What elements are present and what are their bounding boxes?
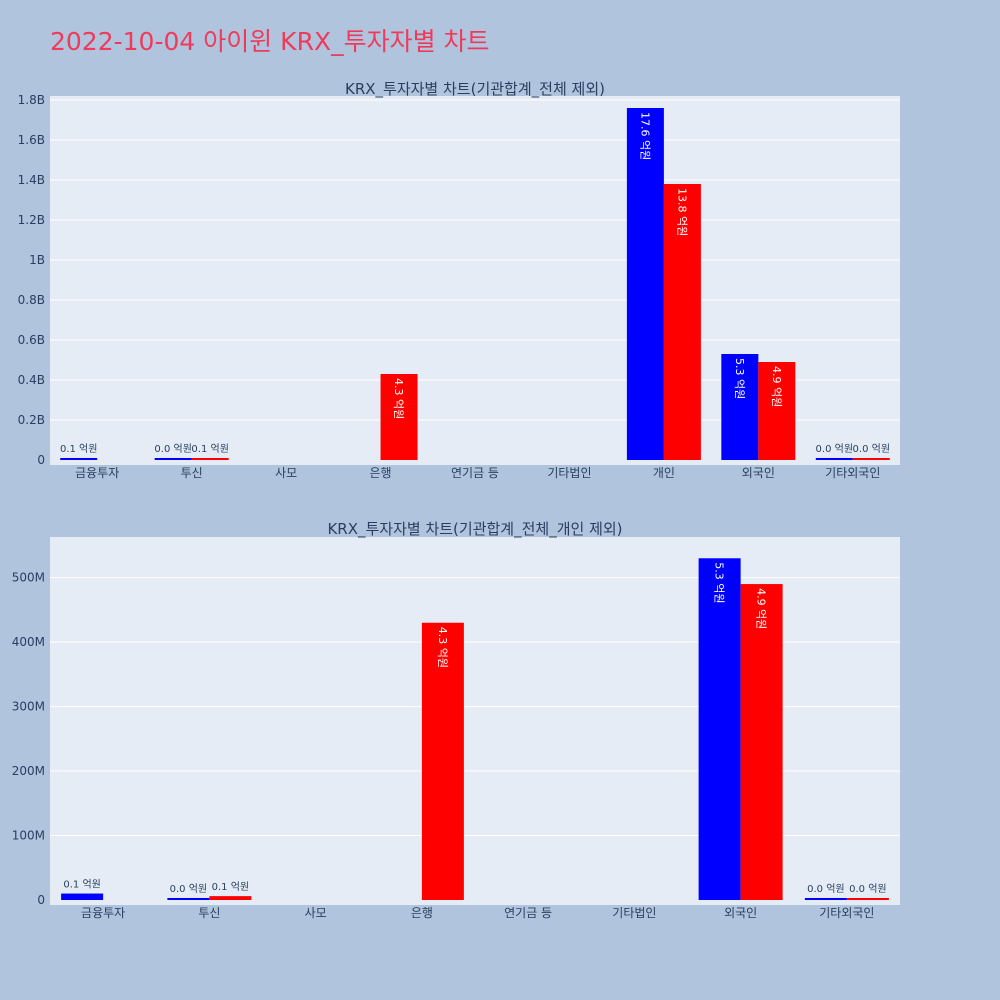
x-tick-label: 외국인 <box>742 466 775 480</box>
bar <box>61 893 104 900</box>
y-tick-label: 1.4B <box>18 173 45 187</box>
bar <box>698 558 741 900</box>
data-label: 13.8 억원 <box>675 188 688 236</box>
x-tick-label: 외국인 <box>724 906 757 920</box>
data-label: 0.1 억원 <box>60 443 97 455</box>
data-label: 4.9 억원 <box>770 366 783 407</box>
bar <box>209 896 252 900</box>
bar <box>846 898 889 900</box>
page-title: 2022-10-04 아이윈 KRX_투자자별 차트 <box>50 27 490 56</box>
y-tick-label: 0.2B <box>18 413 45 427</box>
data-label: 5.3 억원 <box>733 358 746 399</box>
data-label: 0.0 억원 <box>170 883 207 895</box>
x-tick-label: 연기금 등 <box>504 906 552 920</box>
x-tick-label: 사모 <box>275 466 297 480</box>
x-tick-label: 금융투자 <box>81 906 125 920</box>
data-label: 0.0 억원 <box>816 443 853 455</box>
chart-title-2: KRX_투자자별 차트(기관합계_전체_개인 제외) <box>327 520 622 539</box>
y-tick-label: 400M <box>12 635 45 649</box>
data-label: 0.1 억원 <box>212 881 249 893</box>
y-tick-label: 0.4B <box>18 373 45 387</box>
x-tick-label: 기타법인 <box>547 466 591 480</box>
bar <box>740 584 783 900</box>
data-label: 4.9 억원 <box>755 588 768 629</box>
bar <box>60 458 98 460</box>
data-label: 4.3 억원 <box>392 378 405 419</box>
bar <box>167 898 210 900</box>
data-label: 4.3 억원 <box>436 627 449 668</box>
bar <box>626 108 664 460</box>
y-tick-label: 1B <box>29 253 45 267</box>
data-label: 0.0 억원 <box>853 443 890 455</box>
y-tick-label: 1.8B <box>18 93 45 107</box>
y-tick-label: 0 <box>37 893 45 907</box>
bar <box>758 362 796 460</box>
y-tick-label: 1.2B <box>18 213 45 227</box>
x-tick-label: 금융투자 <box>75 466 119 480</box>
bar <box>721 354 759 460</box>
data-label: 0.0 억원 <box>849 883 886 895</box>
x-tick-label: 투신 <box>198 906 220 920</box>
x-tick-label: 사모 <box>305 906 327 920</box>
y-tick-label: 500M <box>12 571 45 585</box>
x-tick-label: 투신 <box>181 466 203 480</box>
bar <box>815 458 853 460</box>
bar <box>154 458 192 460</box>
y-tick-label: 0 <box>37 453 45 467</box>
y-tick-label: 1.6B <box>18 133 45 147</box>
data-label: 0.0 억원 <box>154 443 191 455</box>
data-label: 0.1 억원 <box>191 443 228 455</box>
bar <box>663 184 701 460</box>
x-tick-label: 은행 <box>370 465 392 480</box>
data-label: 17.6 억원 <box>638 112 651 160</box>
x-tick-label: 기타법인 <box>612 906 656 920</box>
bar <box>852 458 890 460</box>
y-tick-label: 0.6B <box>18 333 45 347</box>
x-tick-label: 기타외국인 <box>819 906 874 920</box>
chart-title-1: KRX_투자자별 차트(기관합계_전체 제외) <box>345 80 605 99</box>
x-tick-label: 개인 <box>653 466 675 480</box>
data-label: 0.1 억원 <box>63 879 100 891</box>
data-label: 5.3 억원 <box>713 562 726 603</box>
bar <box>191 458 229 460</box>
bar <box>804 898 847 900</box>
y-tick-label: 200M <box>12 764 45 778</box>
y-tick-label: 100M <box>12 829 45 843</box>
y-tick-label: 300M <box>12 700 45 714</box>
x-tick-label: 연기금 등 <box>451 466 499 480</box>
x-tick-label: 기타외국인 <box>825 466 880 480</box>
data-label: 0.0 억원 <box>807 883 844 895</box>
bar <box>421 622 464 900</box>
x-tick-label: 은행 <box>411 905 433 920</box>
y-tick-label: 0.8B <box>18 293 45 307</box>
bar <box>380 374 418 460</box>
